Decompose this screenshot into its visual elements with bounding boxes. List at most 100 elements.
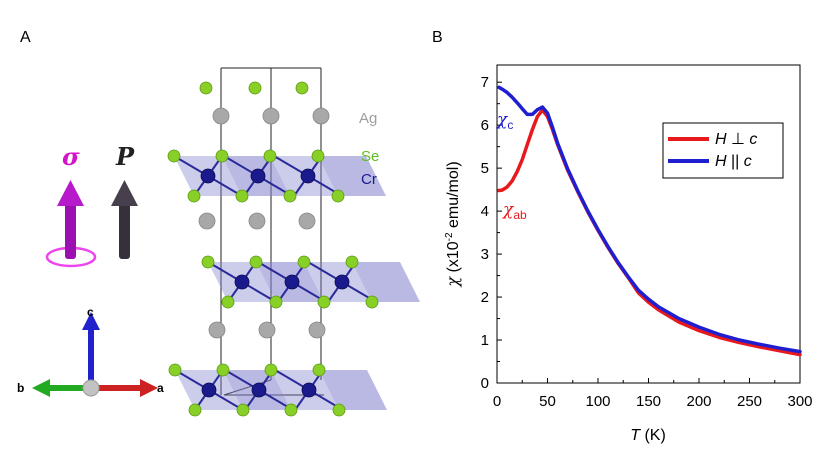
cr-atom (234, 274, 250, 290)
se-atom (312, 363, 326, 377)
sigma-label: σ (62, 142, 80, 171)
p-arrow-icon (111, 180, 138, 259)
se-atom (317, 295, 331, 309)
sigma-arrow-icon (57, 180, 84, 259)
se-atom (201, 255, 215, 269)
chart-legend: H ⊥ c H || c (662, 122, 784, 179)
crse2-layer (201, 255, 420, 309)
octahedron-facet (352, 262, 420, 302)
a-axis-arrow-icon (140, 379, 158, 397)
se-atom (295, 81, 309, 95)
y-tick-label: 7 (481, 74, 489, 91)
se-atom (187, 189, 201, 203)
ag-atom (308, 321, 326, 339)
x-tick-label: 250 (737, 393, 762, 410)
y-tick-label: 0 (481, 375, 489, 392)
y-tick-label: 4 (481, 203, 489, 220)
cr-atom (300, 168, 316, 184)
crse2-layer (168, 363, 387, 417)
se-atom (264, 363, 278, 377)
se-atom (248, 81, 262, 95)
legend-entry-perp: H ⊥ c (715, 131, 757, 148)
y-tick-label: 3 (481, 246, 489, 263)
b-axis-arrow-icon (32, 379, 50, 397)
x-tick-label: 150 (636, 393, 661, 410)
ag-atom (212, 107, 230, 125)
element-label-ag: Ag (359, 110, 377, 127)
x-tick-label: 0 (493, 393, 501, 410)
se-atom (249, 255, 263, 269)
p-label: P (115, 142, 135, 171)
se-atom (269, 295, 283, 309)
se-atom (365, 295, 379, 309)
panel-b-label: B (432, 29, 443, 46)
ag-atom (208, 321, 226, 339)
crystal-structure (167, 67, 420, 417)
cr-atom (251, 382, 267, 398)
legend-entry-parallel: H || c (715, 153, 752, 170)
se-atom (216, 363, 230, 377)
panel-a-label: A (20, 29, 31, 46)
cr-atom (334, 274, 350, 290)
y-axis-label: χ (x10-2 emu/mol) (443, 161, 462, 287)
se-atom (199, 81, 213, 95)
legend-box (662, 122, 784, 179)
element-legend: Ag Se Cr (359, 110, 379, 188)
y-tick-label: 1 (481, 332, 489, 349)
ag-atom (298, 212, 316, 230)
panel-a: A σ P c a b (17, 29, 420, 417)
se-atom (331, 189, 345, 203)
cr-atom (284, 274, 300, 290)
ag-atom (312, 107, 330, 125)
se-atom (345, 255, 359, 269)
se-atom (236, 403, 250, 417)
cr-atom (250, 168, 266, 184)
ag-atom (198, 212, 216, 230)
x-tick-label: 300 (787, 393, 812, 410)
element-label-cr: Cr (361, 171, 377, 188)
se-atom (311, 149, 325, 163)
se-atom (221, 295, 235, 309)
a-axis-label: a (157, 381, 164, 395)
vector-legend: σ P (45, 142, 138, 268)
crystal-axes: c a b (17, 305, 164, 397)
element-label-se: Se (361, 148, 379, 165)
chi-c-annotation: χc (496, 110, 513, 132)
ag-atom (262, 107, 280, 125)
octahedron-facet (318, 156, 386, 196)
series-line-parallel (497, 85, 802, 354)
se-atom (235, 189, 249, 203)
se-atom (168, 363, 182, 377)
x-axis-label: T (K) (630, 427, 666, 444)
y-axis: 0 1 2 3 4 5 6 7 (481, 74, 502, 392)
panel-b: B 0 50 100 150 200 250 300 0 1 2 3 4 5 6 7 T (K) χ (x… (432, 29, 813, 444)
origin-atom (82, 379, 100, 397)
se-atom (284, 403, 298, 417)
x-tick-label: 50 (539, 393, 556, 410)
ag-atom (248, 212, 266, 230)
y-tick-label: 6 (481, 117, 489, 134)
ag-atom (258, 321, 276, 339)
se-atom (263, 149, 277, 163)
se-atom (167, 149, 181, 163)
se-atom (332, 403, 346, 417)
cr-atom (201, 382, 217, 398)
cr-atom (200, 168, 216, 184)
y-tick-label: 2 (481, 289, 489, 306)
series-lines (497, 85, 802, 357)
crse2-layer (167, 149, 386, 203)
octahedron-facet (319, 370, 387, 410)
x-tick-label: 100 (585, 393, 610, 410)
c-axis-arrow-icon (82, 312, 100, 330)
se-atom (188, 403, 202, 417)
x-axis: 0 50 100 150 200 250 300 (493, 378, 813, 410)
y-tick-label: 5 (481, 160, 489, 177)
x-tick-label: 200 (686, 393, 711, 410)
cr-atom (301, 382, 317, 398)
chi-ab-annotation: χab (502, 200, 527, 222)
se-atom (297, 255, 311, 269)
se-atom (215, 149, 229, 163)
c-axis-label: c (87, 305, 94, 319)
b-axis-label: b (17, 381, 24, 395)
